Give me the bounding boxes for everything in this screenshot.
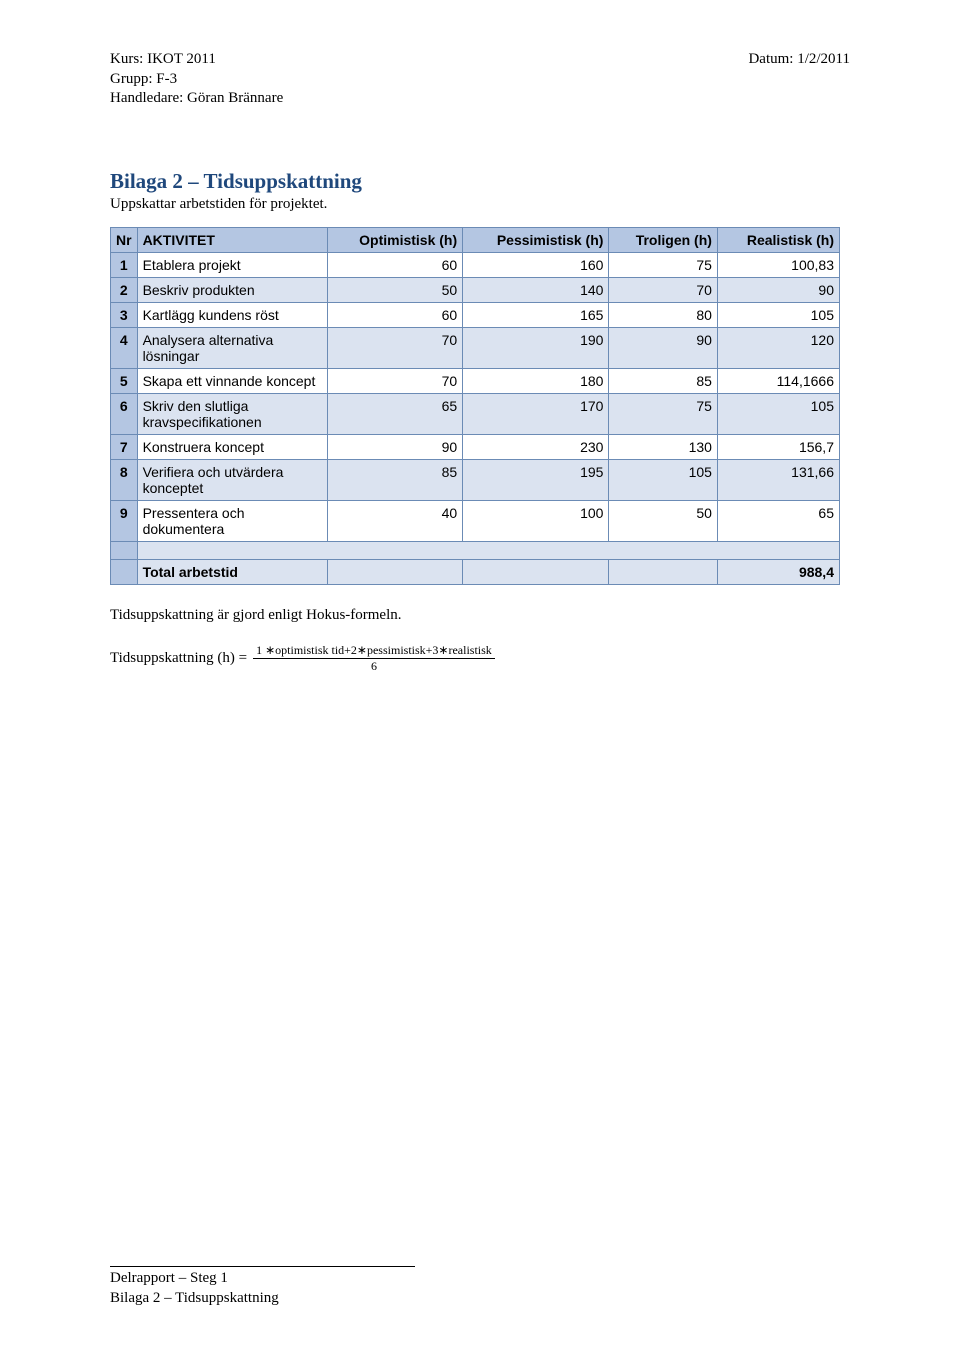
footer-line-1: Delrapport – Steg 1: [110, 1269, 415, 1289]
cell-pess: 180: [463, 368, 609, 393]
cell-real: 114,1666: [717, 368, 839, 393]
cell-pess: 190: [463, 327, 609, 368]
footer-rule: [110, 1266, 415, 1267]
table-row: 4 Analysera alternativa lösningar 70 190…: [111, 327, 840, 368]
cell-pess: 170: [463, 393, 609, 434]
total-value: 988,4: [717, 559, 839, 584]
cell-nr: 1: [111, 252, 138, 277]
cell-pess: 140: [463, 277, 609, 302]
table-row: 7 Konstruera koncept 90 230 130 156,7: [111, 434, 840, 459]
cell-prob: 90: [609, 327, 717, 368]
table-row: 8 Verifiera och utvärdera konceptet 85 1…: [111, 459, 840, 500]
cell-opt: 85: [327, 459, 463, 500]
cell-prob: 130: [609, 434, 717, 459]
cell-opt: 90: [327, 434, 463, 459]
table-total-row: Total arbetstid 988,4: [111, 559, 840, 584]
cell-prob: 85: [609, 368, 717, 393]
estimation-table: Nr AKTIVITET Optimistisk (h) Pessimistis…: [110, 227, 840, 585]
col-nr: Nr: [111, 227, 138, 252]
table-row: 5 Skapa ett vinnande koncept 70 180 85 1…: [111, 368, 840, 393]
page-title: Bilaga 2 – Tidsuppskattning: [110, 169, 850, 194]
col-real: Realistisk (h): [717, 227, 839, 252]
total-blank: [463, 559, 609, 584]
cell-real: 100,83: [717, 252, 839, 277]
cell-opt: 60: [327, 302, 463, 327]
cell-activity: Pressentera och dokumentera: [137, 500, 327, 541]
cell-prob: 75: [609, 393, 717, 434]
cell-opt: 60: [327, 252, 463, 277]
cell-real: 156,7: [717, 434, 839, 459]
cell-nr: 7: [111, 434, 138, 459]
cell-activity: Etablera projekt: [137, 252, 327, 277]
after-note: Tidsuppskattning är gjord enligt Hokus-f…: [110, 607, 850, 624]
cell-prob: 75: [609, 252, 717, 277]
table-row: 1 Etablera projekt 60 160 75 100,83: [111, 252, 840, 277]
cell-prob: 50: [609, 500, 717, 541]
total-left-cell: [111, 559, 138, 584]
cell-nr: 3: [111, 302, 138, 327]
formula-numerator: 1 ∗optimistisk tid+2∗pessimistisk+3∗real…: [253, 644, 495, 660]
formula-denominator: 6: [371, 659, 377, 674]
table-row: 2 Beskriv produkten 50 140 70 90: [111, 277, 840, 302]
cell-nr: 5: [111, 368, 138, 393]
cell-prob: 70: [609, 277, 717, 302]
cell-nr: 2: [111, 277, 138, 302]
col-opt: Optimistisk (h): [327, 227, 463, 252]
col-pess: Pessimistisk (h): [463, 227, 609, 252]
cell-activity: Kartlägg kundens röst: [137, 302, 327, 327]
cell-opt: 65: [327, 393, 463, 434]
cell-nr: 6: [111, 393, 138, 434]
total-blank: [609, 559, 717, 584]
cell-opt: 50: [327, 277, 463, 302]
table-gap-row: [111, 541, 840, 559]
cell-real: 120: [717, 327, 839, 368]
table-row: 3 Kartlägg kundens röst 60 165 80 105: [111, 302, 840, 327]
cell-nr: 8: [111, 459, 138, 500]
cell-real: 90: [717, 277, 839, 302]
cell-pess: 165: [463, 302, 609, 327]
cell-activity: Verifiera och utvärdera konceptet: [137, 459, 327, 500]
col-activity: AKTIVITET: [137, 227, 327, 252]
cell-activity: Konstruera koncept: [137, 434, 327, 459]
cell-opt: 70: [327, 327, 463, 368]
page-subtitle: Uppskattar arbetstiden för projektet.: [110, 196, 850, 213]
cell-activity: Beskriv produkten: [137, 277, 327, 302]
date-label: Datum: 1/2/2011: [748, 50, 850, 70]
cell-real: 131,66: [717, 459, 839, 500]
cell-activity: Skriv den slutliga kravspecifikationen: [137, 393, 327, 434]
table-header-row: Nr AKTIVITET Optimistisk (h) Pessimistis…: [111, 227, 840, 252]
cell-activity: Analysera alternativa lösningar: [137, 327, 327, 368]
cell-opt: 70: [327, 368, 463, 393]
cell-pess: 195: [463, 459, 609, 500]
cell-real: 105: [717, 393, 839, 434]
total-blank: [327, 559, 463, 584]
page-header: Kurs: IKOT 2011 Datum: 1/2/2011 Grupp: F…: [110, 50, 850, 109]
group-label: Grupp: F-3: [110, 70, 850, 90]
col-prob: Troligen (h): [609, 227, 717, 252]
cell-prob: 105: [609, 459, 717, 500]
cell-opt: 40: [327, 500, 463, 541]
page-footer: Delrapport – Steg 1 Bilaga 2 – Tidsuppsk…: [110, 1266, 415, 1308]
table-row: 6 Skriv den slutliga kravspecifikationen…: [111, 393, 840, 434]
cell-real: 105: [717, 302, 839, 327]
formula: Tidsuppskattning (h) = 1 ∗optimistisk ti…: [110, 644, 850, 675]
table-row: 9 Pressentera och dokumentera 40 100 50 …: [111, 500, 840, 541]
cell-pess: 230: [463, 434, 609, 459]
gap-cell: [137, 541, 839, 559]
footer-line-2: Bilaga 2 – Tidsuppskattning: [110, 1289, 415, 1309]
cell-pess: 100: [463, 500, 609, 541]
cell-pess: 160: [463, 252, 609, 277]
total-label: Total arbetstid: [137, 559, 327, 584]
cell-activity: Skapa ett vinnande koncept: [137, 368, 327, 393]
cell-nr: 9: [111, 500, 138, 541]
supervisor-label: Handledare: Göran Brännare: [110, 89, 850, 109]
cell-real: 65: [717, 500, 839, 541]
formula-lhs: Tidsuppskattning (h) =: [110, 650, 247, 667]
course-label: Kurs: IKOT 2011: [110, 50, 216, 70]
gap-cell: [111, 541, 138, 559]
cell-prob: 80: [609, 302, 717, 327]
formula-fraction: 1 ∗optimistisk tid+2∗pessimistisk+3∗real…: [253, 644, 495, 675]
cell-nr: 4: [111, 327, 138, 368]
